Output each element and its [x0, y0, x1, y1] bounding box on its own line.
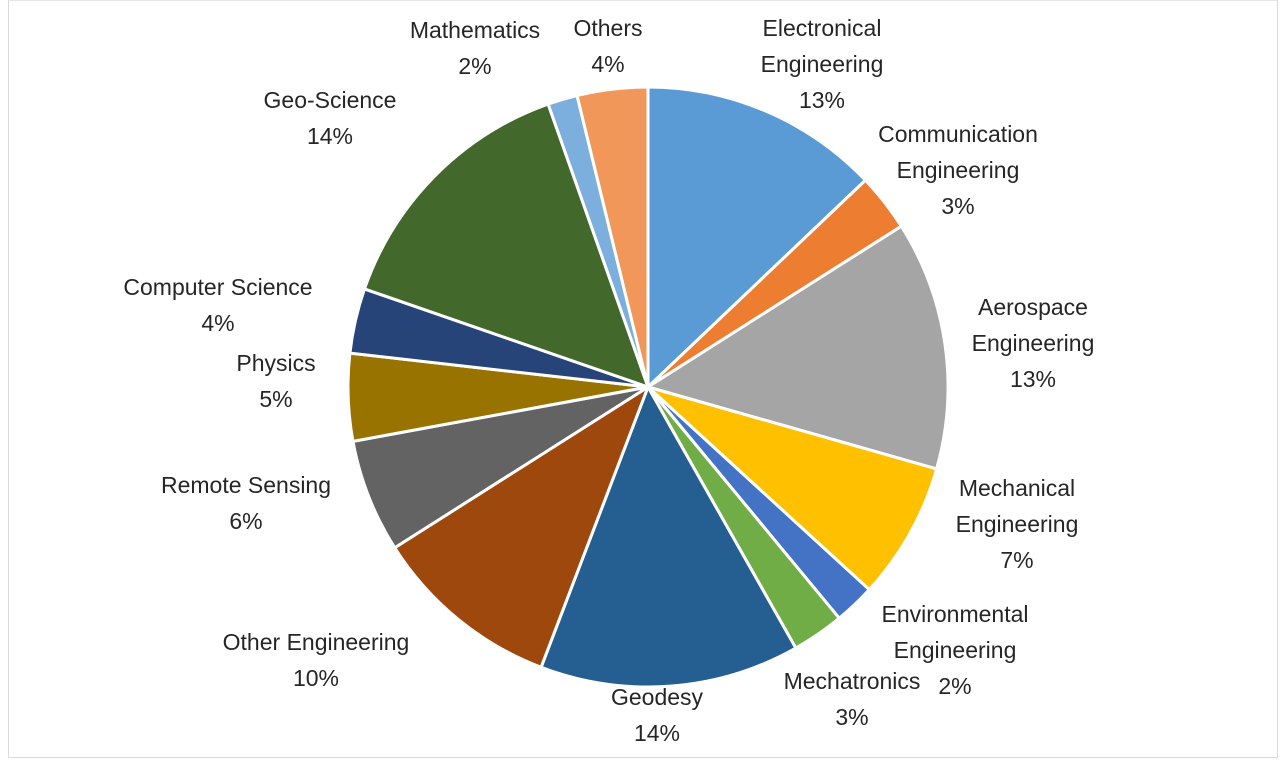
data-label-percent: 14%	[307, 123, 353, 149]
data-label-other-engineering: Other Engineering 10%	[223, 629, 410, 691]
data-label-mathematics: Mathematics 2%	[410, 17, 540, 79]
data-label-name: Environmental	[881, 601, 1028, 627]
data-label-name: Mathematics	[410, 17, 540, 43]
data-label-percent: 3%	[835, 704, 868, 730]
data-label-name: Remote Sensing	[161, 472, 331, 498]
data-label-percent: 2%	[458, 53, 491, 79]
data-label-name: Geodesy	[611, 684, 704, 710]
data-label-computer-science: Computer Science 4%	[123, 274, 312, 336]
pie-slice-geodesy	[539, 385, 798, 689]
pie-slice-geo-science	[362, 102, 650, 389]
pie-labels: Electronical Engineering 13% Communication E…	[123, 15, 1094, 746]
data-label-name: Electronical	[763, 15, 882, 41]
data-label-geo-science: Geo-Science 14%	[264, 87, 397, 149]
data-label-name: Engineering	[761, 51, 884, 77]
data-label-percent: 14%	[634, 720, 680, 746]
data-label-name: Other Engineering	[223, 629, 410, 655]
data-label-name: Others	[573, 15, 642, 41]
data-label-name: Engineering	[956, 511, 1079, 537]
pie-slices	[346, 85, 950, 689]
data-label-aerospace-engineering: Aerospace Engineering 13%	[972, 294, 1095, 392]
pie-slice-others	[575, 85, 650, 389]
data-label-name: Computer Science	[123, 274, 312, 300]
data-label-name: Engineering	[897, 157, 1020, 183]
data-label-percent: 4%	[201, 310, 234, 336]
data-label-communication-engineering: Communication Engineering 3%	[878, 121, 1038, 219]
data-label-physics: Physics 5%	[236, 350, 315, 412]
data-label-geodesy: Geodesy 14%	[611, 684, 704, 746]
pie-slice-mechanical-engineering	[646, 385, 939, 592]
data-label-name: Aerospace	[978, 294, 1088, 320]
data-label-percent: 2%	[938, 673, 971, 699]
data-label-others: Others 4%	[573, 15, 642, 77]
data-label-percent: 3%	[941, 193, 974, 219]
data-label-percent: 4%	[591, 51, 624, 77]
data-label-name: Mechatronics	[784, 668, 921, 694]
data-label-mechatronics: Mechatronics 3%	[784, 668, 921, 730]
data-label-name: Physics	[236, 350, 315, 376]
data-label-name: Engineering	[894, 637, 1017, 663]
data-label-mechanical-engineering: Mechanical Engineering 7%	[956, 475, 1079, 573]
data-label-name: Geo-Science	[264, 87, 397, 113]
data-label-name: Mechanical	[959, 475, 1075, 501]
data-label-percent: 7%	[1000, 547, 1033, 573]
data-label-name: Engineering	[972, 330, 1095, 356]
data-label-percent: 13%	[1010, 366, 1056, 392]
pie-slice-other-engineering	[393, 385, 650, 669]
data-label-name: Communication	[878, 121, 1038, 147]
data-label-percent: 10%	[293, 665, 339, 691]
data-label-percent: 6%	[229, 508, 262, 534]
data-label-remote-sensing: Remote Sensing 6%	[161, 472, 331, 534]
pie-slice-electronical-engineering	[646, 85, 867, 389]
data-label-environmental-engineering: Environmental Engineering 2%	[881, 601, 1028, 699]
data-label-percent: 5%	[259, 386, 292, 412]
data-label-percent: 13%	[799, 87, 845, 113]
data-label-electronical-engineering: Electronical Engineering 13%	[761, 15, 884, 113]
